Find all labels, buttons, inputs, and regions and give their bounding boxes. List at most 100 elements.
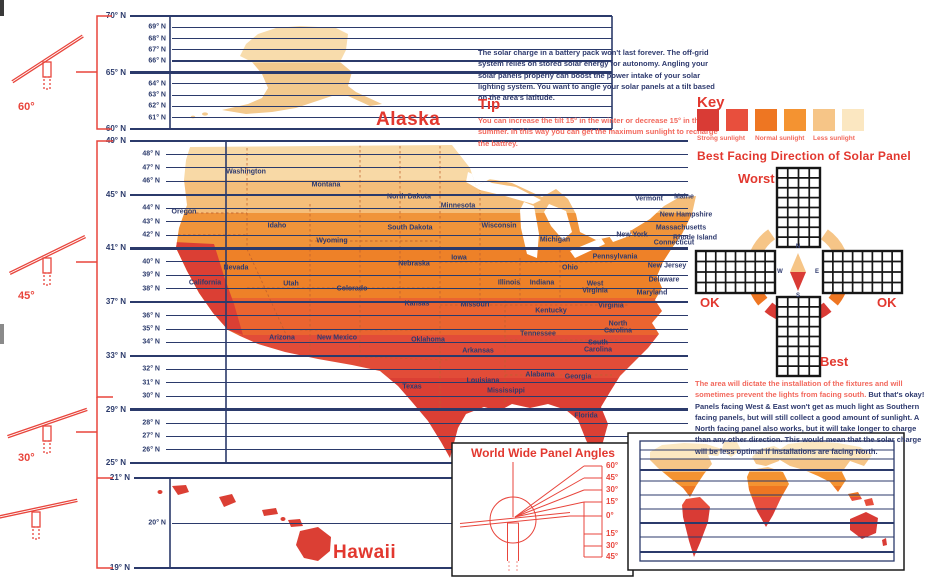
- latitude-line: [172, 83, 612, 85]
- state-label: West Virginia: [582, 280, 608, 295]
- key-swatch-label: Less sunlight: [813, 135, 855, 142]
- tip-text: You can increase the tilt 15° in the win…: [478, 116, 718, 148]
- state-label: Massachusetts: [655, 224, 707, 232]
- direction-note-blue: But that's okay! Panels facing West & Ea…: [695, 390, 925, 456]
- latitude-line: [172, 522, 602, 524]
- key-swatch-label: Strong sunlight: [697, 135, 746, 142]
- state-label: Minnesota: [440, 202, 476, 210]
- compass-s-label: S: [795, 293, 800, 299]
- direction-worst-label: Worst: [738, 171, 775, 186]
- latitude-line: [130, 127, 612, 131]
- state-label: Colorado: [336, 285, 368, 293]
- latitude-label: 69° N: [148, 23, 166, 31]
- panel-angles-title: World Wide Panel Angles: [471, 446, 615, 460]
- state-label: Maryland: [636, 289, 668, 297]
- direction-best-label: Best: [820, 354, 849, 369]
- key-swatches: [697, 109, 864, 131]
- latitude-label: 48° N: [142, 150, 160, 158]
- state-label: Illinois: [497, 279, 521, 287]
- latitude-label: 61° N: [148, 114, 166, 122]
- key-swatch: [784, 109, 806, 131]
- state-label: Nebraska: [398, 260, 430, 268]
- latitude-label: 38° N: [142, 285, 160, 293]
- latitude-line: [172, 49, 612, 51]
- alaska-title: Alaska: [376, 109, 441, 130]
- state-label: Louisiana: [466, 377, 500, 385]
- state-label: New Jersey: [647, 262, 687, 270]
- state-label: Iowa: [451, 254, 467, 262]
- state-label: Idaho: [267, 222, 287, 230]
- key-swatch: [755, 109, 777, 131]
- latitude-label: 36° N: [142, 312, 160, 320]
- key-swatch: [813, 109, 835, 131]
- state-label: Montana: [311, 181, 341, 189]
- latitude-label: 39° N: [142, 271, 160, 279]
- latitude-label: 43° N: [142, 218, 160, 226]
- latitude-label: 42° N: [142, 231, 160, 239]
- latitude-label: 44° N: [142, 204, 160, 212]
- state-label: Tennessee: [520, 330, 556, 338]
- state-label: New Hampshire: [659, 211, 713, 219]
- key-swatch: [726, 109, 748, 131]
- latitude-line: [172, 94, 612, 96]
- state-label: Kansas: [404, 300, 430, 308]
- latitude-label: 46° N: [142, 177, 160, 185]
- tilt-60-label: 60°: [18, 101, 35, 113]
- panel-angle-label: 60°: [606, 461, 619, 470]
- latitude-label: 31° N: [142, 379, 160, 387]
- hawaii-title: Hawaii: [333, 542, 397, 563]
- key-swatch: [842, 109, 864, 131]
- state-label: Florida: [574, 412, 598, 420]
- latitude-label: 20° N: [148, 519, 166, 527]
- tilt-45-label: 45°: [18, 290, 35, 302]
- direction-note: The area will dictate the installation o…: [695, 378, 926, 457]
- state-label: Georgia: [564, 373, 592, 381]
- state-label: Maine: [674, 193, 694, 201]
- state-label: Pennsylvania: [592, 253, 638, 261]
- latitude-label: 32° N: [142, 365, 160, 373]
- direction-ok-left-label: OK: [700, 295, 720, 310]
- latitude-label: 70° N: [105, 11, 126, 20]
- state-label: California: [188, 279, 222, 287]
- state-label: Vermont: [634, 195, 664, 203]
- state-label: Wisconsin: [481, 222, 517, 230]
- state-label: Arizona: [269, 334, 295, 342]
- key-swatch: [697, 109, 719, 131]
- latitude-label: 47° N: [142, 164, 160, 172]
- latitude-label: 25° N: [105, 458, 126, 468]
- latitude-label: 29° N: [105, 404, 126, 414]
- state-label: Mississippi: [487, 387, 525, 395]
- panel-angle-label: 15°: [606, 529, 619, 538]
- state-label: Oklahoma: [411, 336, 445, 344]
- latitude-label: 34° N: [142, 338, 160, 346]
- latitude-line: [172, 60, 612, 63]
- tilt-30-label: 30°: [18, 452, 35, 464]
- latitude-label: 40° N: [142, 258, 160, 266]
- state-label: North Dakota: [387, 193, 431, 201]
- latitude-label: 45° N: [105, 189, 126, 199]
- state-label: Kentucky: [535, 307, 567, 315]
- state-label: Texas: [402, 383, 422, 391]
- state-label: Alabama: [525, 371, 555, 379]
- latitude-label: 21° N: [109, 473, 130, 482]
- latitude-label: 63° N: [148, 91, 166, 99]
- state-label: South Dakota: [387, 224, 433, 232]
- state-label: Ohio: [562, 264, 578, 272]
- state-label: Washington: [226, 168, 266, 176]
- latitude-line: [130, 462, 688, 465]
- state-label: Michigan: [539, 236, 571, 244]
- latitude-label: 67° N: [148, 46, 166, 54]
- latitude-label: 41° N: [105, 243, 126, 253]
- latitude-label: 28° N: [142, 419, 160, 427]
- tip-heading: Tip: [478, 96, 501, 113]
- latitude-label: 19° N: [109, 563, 130, 572]
- latitude-line: [172, 105, 612, 108]
- state-label: New Mexico: [316, 334, 358, 342]
- latitude-line: [172, 38, 612, 40]
- latitude-line: [134, 476, 602, 480]
- state-label: South Carolina: [583, 339, 612, 354]
- compass-e-label: E: [814, 269, 819, 275]
- state-label: Virginia: [598, 302, 624, 310]
- latitude-label: 26° N: [142, 446, 160, 454]
